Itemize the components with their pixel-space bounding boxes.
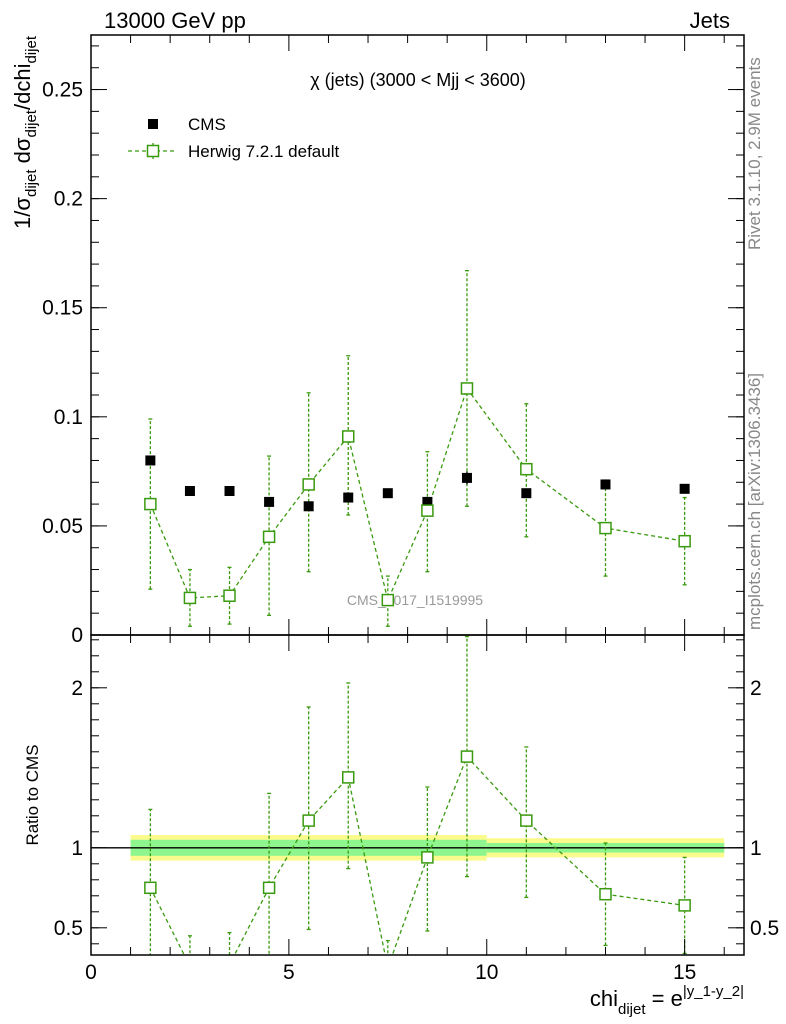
cms-point — [679, 483, 690, 494]
cms-point — [521, 488, 532, 499]
y-tick-label: 0.25 — [42, 79, 83, 102]
herwig-point — [183, 591, 197, 605]
ratio-herwig-point — [382, 962, 393, 973]
cms-point — [461, 472, 472, 483]
top-panel: χ (jets) (3000 < Mjj < 3600) CMS_2017_I15… — [42, 34, 745, 647]
cms-point — [422, 496, 433, 507]
ratio-herwig-point — [302, 814, 315, 827]
herwig-point — [144, 497, 157, 511]
cms-point — [382, 488, 393, 499]
x-tick-label: 15 — [673, 961, 696, 984]
herwig-line — [149, 387, 685, 603]
cms-point — [303, 501, 314, 512]
ratio-herwig-point — [599, 887, 612, 901]
ratio-herwig-point — [184, 961, 195, 972]
ratio-data — [91, 635, 744, 973]
header-right: Jets — [690, 8, 730, 33]
ratio-herwig-point — [341, 771, 355, 784]
chart-title: χ (jets) (3000 < Mjj < 3600) — [310, 70, 526, 90]
y-tick-label: 0.5 — [54, 917, 83, 940]
header-left: 13000 GeV pp — [104, 8, 246, 33]
herwig-point — [302, 478, 315, 491]
ratio-herwig-point — [421, 851, 434, 864]
herwig-point — [381, 593, 395, 607]
top-ylabel: 1/σdijet dσdijet/dchidijet — [10, 35, 40, 229]
ratio-herwig-point — [678, 899, 691, 912]
y-tick-label: 0.1 — [54, 406, 83, 429]
herwig-point — [460, 382, 474, 395]
legend-herwig-label: Herwig 7.2.1 default — [188, 142, 339, 161]
ratio-herwig-point — [224, 959, 235, 970]
cms-point — [145, 455, 156, 466]
herwig-point — [421, 504, 434, 517]
ratio-xlabel: chidijet = e|y_1-y_2| — [590, 983, 744, 1018]
herwig-point — [599, 521, 612, 535]
ratio-herwig-point — [144, 881, 157, 895]
analysis-watermark: CMS_2017_I1519995 — [347, 592, 483, 608]
x-tick-label: 0 — [85, 961, 97, 984]
legend-cms-label: CMS — [188, 115, 226, 134]
cms-point — [184, 486, 195, 496]
y-tick-label: 1 — [71, 837, 83, 860]
herwig-point — [678, 534, 691, 548]
ratio-herwig-point — [262, 881, 276, 895]
ratio-herwig-line — [149, 755, 685, 955]
ratio-frame — [90, 634, 745, 956]
cms-point — [264, 496, 275, 507]
x-tick-label: 5 — [283, 961, 295, 984]
y-tick-label: 0 — [71, 624, 83, 647]
y-tick-label: 0.05 — [42, 515, 83, 538]
mcplots-label: mcplots.cern.ch [arXiv:1306.3436] — [745, 373, 764, 630]
legend-herwig-marker — [146, 144, 160, 158]
top-data — [144, 269, 691, 627]
herwig-point — [262, 530, 276, 544]
x-tick-label: 10 — [475, 961, 498, 984]
cms-point — [600, 479, 611, 490]
rivet-label: Rivet 3.1.10, 2.9M events — [745, 57, 764, 250]
y-tick-label: 2 — [71, 677, 83, 700]
y-tick-label-right: 0.5 — [750, 917, 779, 940]
legend-cms-marker — [148, 119, 158, 129]
herwig-point — [520, 462, 533, 476]
ratio-herwig-point — [460, 750, 474, 763]
y-tick-label: 0.2 — [54, 188, 83, 211]
y-tick-label-right: 2 — [750, 677, 762, 700]
herwig-point — [223, 589, 236, 602]
y-tick-label: 0.15 — [42, 297, 83, 320]
ratio-herwig-point — [520, 814, 533, 827]
cms-point — [343, 492, 354, 503]
y-tick-label-right: 1 — [750, 837, 762, 860]
cms-point — [224, 486, 235, 496]
ratio-panel: 0 5 10 15 0.5 0.5 1 1 2 2 — [54, 634, 779, 984]
ratio-ylabel: Ratio to CMS — [23, 744, 42, 845]
legend: CMS Herwig 7.2.1 default — [128, 115, 339, 161]
herwig-point — [341, 430, 355, 443]
